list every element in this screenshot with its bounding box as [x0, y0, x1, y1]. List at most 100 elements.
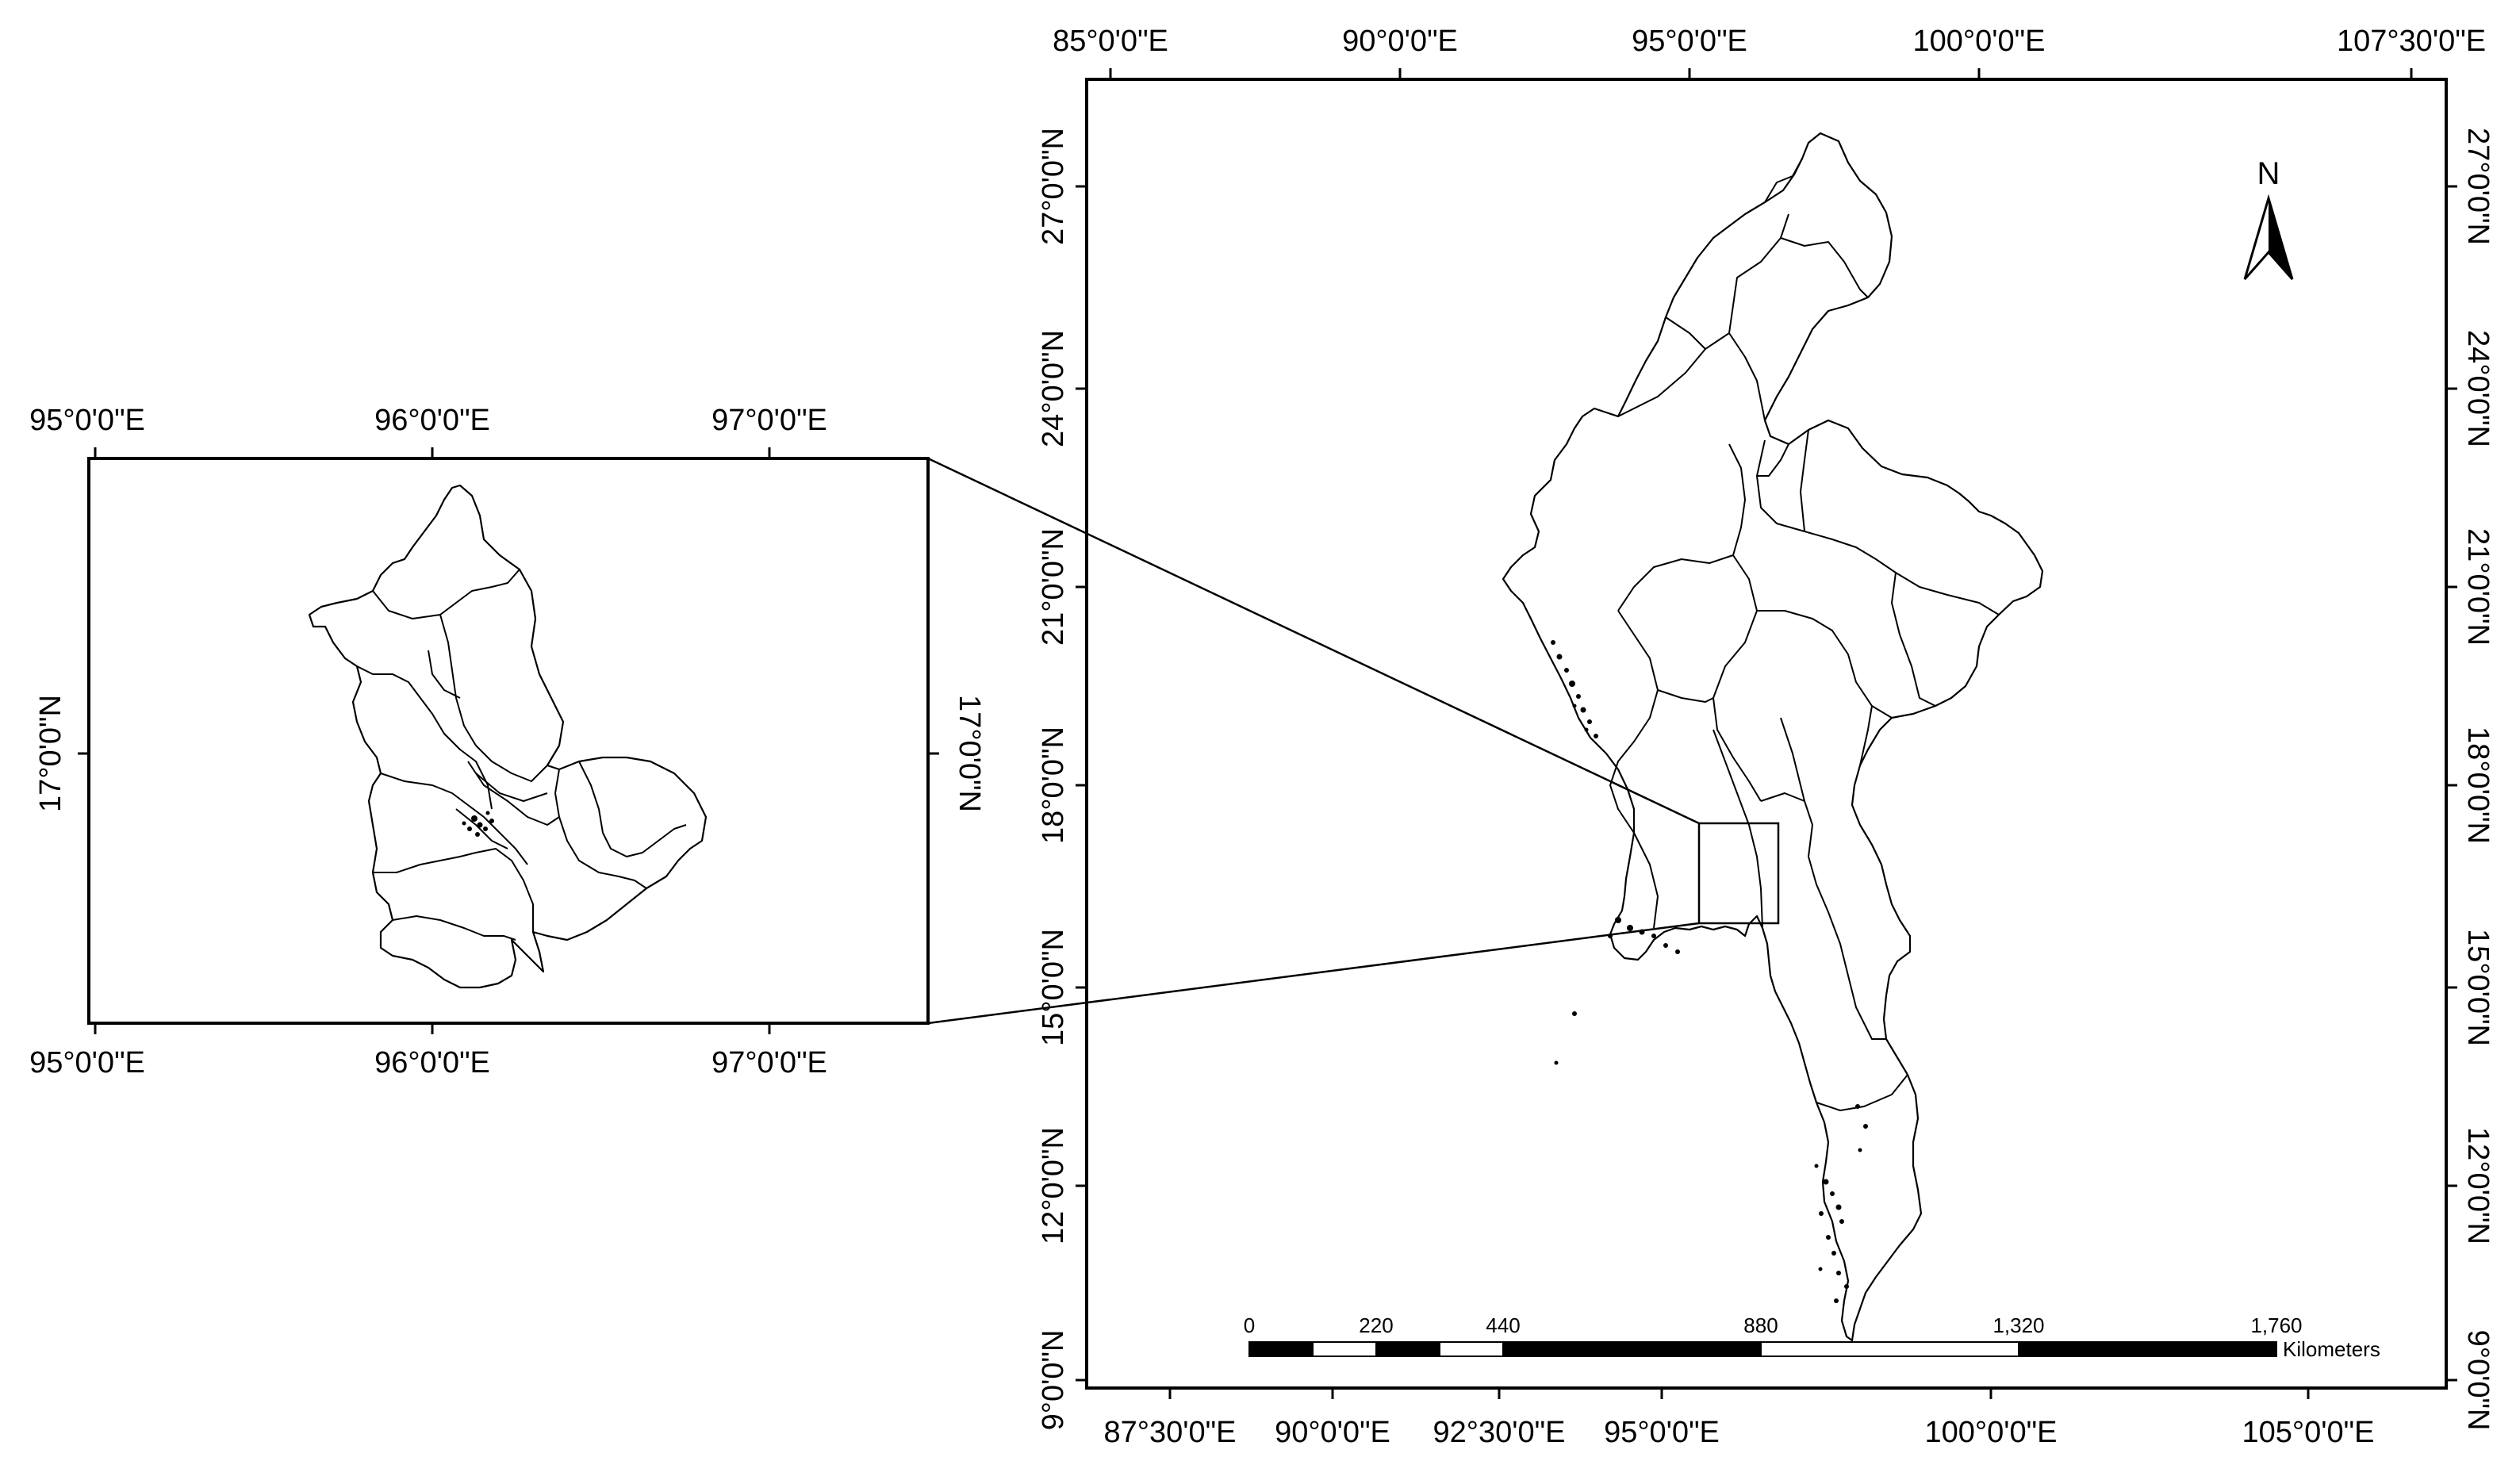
inset-boundary-10: [483, 816, 528, 865]
region-boundary-4: [1617, 443, 1746, 612]
main-map-frame: [1085, 78, 2448, 1390]
scale-bar-segment-5: [1502, 1341, 1762, 1357]
scale-bar-segment-1: [1248, 1341, 1314, 1357]
region-boundary-10: [1712, 729, 1763, 929]
main-left-lat-axis: 27°0'0"N 24°0'0"N 21°0'0"N 18°0'0"N 15°0…: [1037, 128, 1087, 1430]
main-top-lon-label-1: 90°0'0"E: [1342, 25, 1458, 58]
inset-map: 95°0'0"E 96°0'0"E 97°0'0"E 95°0'0"E 96°0…: [29, 404, 986, 1079]
inset-boundary-13: [455, 808, 508, 849]
inset-boundary-1: [372, 569, 520, 619]
inset-region-outline: [308, 484, 708, 989]
coastal-islands: [1551, 640, 1868, 1303]
inset-boundary-5: [380, 773, 485, 818]
inset-center-detail: [462, 811, 494, 837]
main-right-lat-label-0: 27°0'0"N: [2461, 128, 2495, 245]
main-right-lat-label-2: 21°0'0"N: [2461, 528, 2495, 646]
inset-bottom-lon-label-0: 95°0'0"E: [29, 1046, 145, 1079]
main-bottom-lon-label-5: 105°0'0"E: [2242, 1416, 2375, 1449]
region-boundary-6: [1712, 554, 1762, 802]
scale-bar-segment-2: [1312, 1341, 1377, 1357]
inset-boundary-3: [356, 665, 493, 810]
scale-bar-segment-7: [2018, 1341, 2277, 1357]
region-boundary-15: [1633, 832, 1659, 929]
main-right-lat-label-4: 15°0'0"N: [2461, 929, 2495, 1046]
inset-boundary-9: [578, 761, 687, 857]
inset-lat-axis: 17°0'0"N 17°0'0"N: [34, 695, 986, 812]
main-map: 85°0'0"E 90°0'0"E 95°0'0"E 100°0'0"E 107…: [1037, 25, 2495, 1449]
inset-boundary-8: [554, 769, 647, 889]
main-bottom-lon-label-2: 92°30'0"E: [1433, 1416, 1566, 1449]
inset-boundary-4: [475, 745, 548, 782]
inset-right-lat-label: 17°0'0"N: [953, 695, 986, 812]
region-boundary-8: [1609, 610, 1659, 834]
inset-boundary-2: [439, 614, 477, 746]
region-boundary-7: [1757, 610, 1893, 719]
region-boundary-2: [1780, 237, 1869, 298]
region-boundary-11: [1760, 792, 1886, 1040]
north-arrow-label: N: [2257, 156, 2280, 191]
scale-bar-segment-6: [1760, 1341, 2019, 1357]
inset-boundary-6: [373, 848, 534, 932]
region-boundary-18: [1665, 316, 1706, 350]
main-right-lat-axis: 27°0'0"N 24°0'0"N 21°0'0"N 18°0'0"N 15°0…: [2446, 128, 2495, 1430]
scale-bar-label-440: 440: [1486, 1313, 1520, 1337]
main-right-lat-label-6: 9°0'0"N: [2461, 1330, 2495, 1431]
main-bottom-lon-label-4: 100°0'0"E: [1925, 1416, 2058, 1449]
main-top-lon-axis: 85°0'0"E 90°0'0"E 95°0'0"E 100°0'0"E 107…: [1053, 25, 2486, 79]
scale-bar-unit: Kilometers: [2283, 1337, 2380, 1361]
region-boundary-5: [1756, 439, 2000, 615]
region-boundary-17: [1764, 158, 1803, 203]
country-map: [1502, 132, 2044, 1342]
main-left-lat-label-4: 15°0'0"N: [1037, 929, 1070, 1046]
main-bottom-lon-axis: 87°30'0"E 90°0'0"E 92°30'0"E 95°0'0"E 10…: [1104, 1388, 2375, 1449]
region-boundary-12: [1780, 717, 1805, 802]
main-right-lat-label-3: 18°0'0"N: [2461, 727, 2495, 844]
region-boundary-19: [1757, 443, 1789, 477]
inset-map-frame: [87, 457, 930, 1025]
main-left-lat-label-1: 24°0'0"N: [1037, 330, 1070, 447]
main-left-lat-label-3: 18°0'0"N: [1037, 727, 1070, 844]
main-top-lon-label-4: 107°30'0"E: [2337, 25, 2486, 58]
inset-bottom-lon-label-2: 97°0'0"E: [711, 1046, 827, 1079]
main-right-lat-label-1: 24°0'0"N: [2461, 330, 2495, 447]
scale-bar: 0 220 440 880 1,320 1,760 Kilometers: [1244, 1313, 2380, 1361]
region-boundary-9: [1657, 689, 1714, 703]
inset-top-lon-label-1: 96°0'0"E: [374, 404, 490, 437]
inset-connectors: [927, 457, 1700, 1025]
region-boundary-20: [1859, 705, 1873, 766]
study-area-box: [1697, 822, 1780, 925]
inset-boundary-14: [428, 650, 461, 699]
scale-bar-label-1320: 1,320: [1992, 1313, 2044, 1337]
main-left-lat-label-6: 9°0'0"N: [1037, 1330, 1070, 1431]
scale-bar-label-1760: 1,760: [2250, 1313, 2302, 1337]
region-boundary-16: [1816, 1074, 1908, 1111]
region-boundary-13: [1891, 572, 1936, 707]
main-top-lon-label-3: 100°0'0"E: [1913, 25, 2046, 58]
region-boundary-3: [1617, 332, 1730, 417]
inset-boundary-11: [475, 773, 548, 802]
scale-bar-label-220: 220: [1359, 1313, 1393, 1337]
inset-boundary-12: [467, 761, 560, 826]
connector-top: [927, 457, 1700, 825]
main-left-lat-label-2: 21°0'0"N: [1037, 528, 1070, 646]
inset-top-lon-label-0: 95°0'0"E: [29, 404, 145, 437]
region-boundary-14: [1800, 429, 1809, 532]
inset-boundary-7: [392, 915, 516, 941]
scale-bar-label-0: 0: [1244, 1313, 1255, 1337]
region-boundary-1: [1728, 213, 1789, 421]
main-bottom-lon-label-1: 90°0'0"E: [1275, 1416, 1390, 1449]
main-top-lon-label-0: 85°0'0"E: [1053, 25, 1168, 58]
connector-bottom: [927, 922, 1700, 1025]
inset-bottom-lon-label-1: 96°0'0"E: [374, 1046, 490, 1079]
inset-region: [308, 484, 708, 989]
main-bottom-lon-label-3: 95°0'0"E: [1604, 1416, 1720, 1449]
inset-top-lon-axis: 95°0'0"E 96°0'0"E 97°0'0"E: [29, 404, 827, 458]
scale-bar-segment-3: [1375, 1341, 1440, 1357]
main-bottom-lon-label-0: 87°30'0"E: [1104, 1416, 1237, 1449]
inset-top-lon-label-2: 97°0'0"E: [711, 404, 827, 437]
scale-bar-segment-4: [1439, 1341, 1504, 1357]
main-top-lon-label-2: 95°0'0"E: [1632, 25, 1747, 58]
inset-bottom-lon-axis: 95°0'0"E 96°0'0"E 97°0'0"E: [29, 1023, 827, 1079]
main-left-lat-label-5: 12°0'0"N: [1037, 1127, 1070, 1244]
